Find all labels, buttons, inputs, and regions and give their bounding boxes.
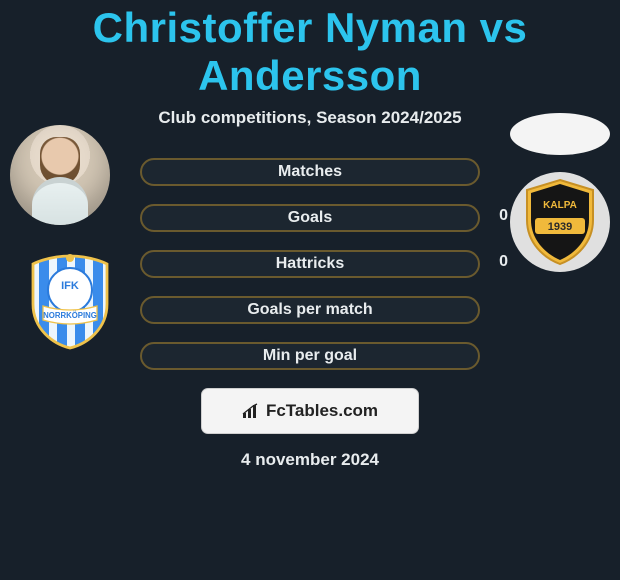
stat-label: Goals per match	[247, 301, 372, 319]
team-left-shield-icon: IFK NORRKÖPING	[27, 254, 113, 350]
stat-pill: Matches	[140, 158, 480, 186]
player-right-photo	[510, 113, 610, 155]
stat-label: Min per goal	[263, 347, 357, 365]
stat-pill: Hattricks	[140, 250, 480, 278]
stat-row: Goals per match	[140, 296, 480, 324]
stat-row: Min per goal	[140, 342, 480, 370]
brand-box[interactable]: FcTables.com	[201, 388, 419, 434]
team-right-badge: 1939 KALPA	[510, 172, 610, 272]
stat-label: Matches	[278, 163, 342, 181]
svg-text:KALPA: KALPA	[543, 200, 577, 211]
stat-rows: Matches Goals 0 Hattricks 0 Goals per ma…	[140, 158, 480, 370]
page-root: Christoffer Nyman vs Andersson Club comp…	[0, 0, 620, 580]
stat-value-right: 0	[499, 253, 508, 271]
stat-label: Hattricks	[276, 255, 344, 273]
stat-row: Hattricks 0	[140, 250, 480, 278]
team-right-year: 1939	[548, 221, 572, 233]
stat-pill: Min per goal	[140, 342, 480, 370]
team-left-badge: IFK NORRKÖPING	[20, 252, 120, 352]
page-title: Christoffer Nyman vs Andersson	[0, 0, 620, 100]
date-text: 4 november 2024	[0, 450, 620, 470]
brand-text: FcTables.com	[266, 401, 378, 421]
svg-text:IFK: IFK	[61, 280, 79, 292]
stat-value-right: 0	[499, 207, 508, 225]
stat-pill: Goals	[140, 204, 480, 232]
stat-row: Goals 0	[140, 204, 480, 232]
stat-row: Matches	[140, 158, 480, 186]
stat-label: Goals	[288, 209, 332, 227]
svg-text:NORRKÖPING: NORRKÖPING	[43, 311, 97, 320]
stat-pill: Goals per match	[140, 296, 480, 324]
team-right-shield-icon: 1939 KALPA	[521, 178, 599, 266]
bar-chart-icon	[242, 402, 260, 420]
player-left-photo	[10, 125, 110, 225]
